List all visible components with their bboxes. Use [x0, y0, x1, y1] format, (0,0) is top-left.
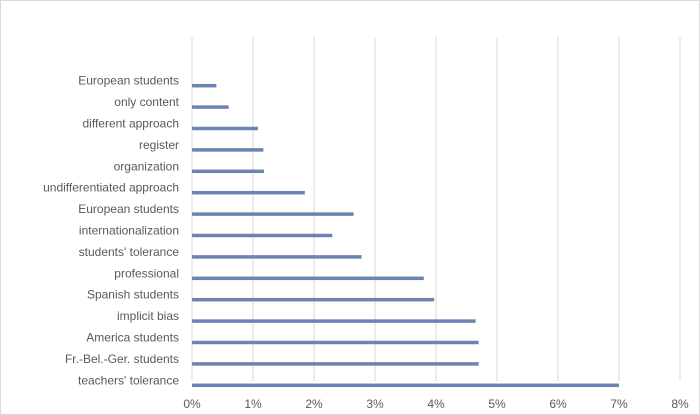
category-label-1: teachers' tolerance: [78, 373, 179, 387]
bar-12: [192, 148, 264, 152]
category-label-2: Fr.-Bel.-Ger. students: [65, 352, 179, 366]
category-label-12: register: [139, 138, 179, 152]
bar-6: [192, 276, 424, 281]
bar-9: [192, 212, 354, 216]
x-tick-label-3pct: 3%: [366, 397, 384, 411]
x-axis-tick-labels: 0% 1% 2% 3% 4% 5% 6% 7% 8%: [183, 397, 689, 411]
bar-14: [192, 105, 229, 109]
bar-2: [192, 362, 479, 366]
category-label-7: students' tolerance: [79, 245, 180, 259]
gridlines: [191, 37, 681, 381]
x-tick-label-7pct: 7%: [610, 397, 628, 411]
category-label-14: only content: [114, 95, 179, 109]
x-tick-label-6pct: 6%: [549, 397, 567, 411]
x-tick-label-8pct: 8%: [671, 397, 689, 411]
category-label-9: European students: [78, 202, 179, 216]
category-label-8: internationalization: [79, 224, 179, 238]
category-label-6: professional: [114, 266, 179, 280]
bar-15: [192, 83, 217, 88]
category-labels: teachers' tolerance Fr.-Bel.-Ger. student…: [43, 74, 180, 388]
category-label-15: European students: [78, 74, 179, 88]
category-label-4: implicit bias: [117, 309, 179, 323]
bar-5: [192, 297, 435, 302]
x-tick-label-4pct: 4%: [427, 397, 445, 411]
bar-8: [192, 233, 333, 238]
bar-11: [192, 169, 264, 174]
x-tick-label-0pct: 0%: [183, 397, 201, 411]
category-label-13: different approach: [82, 117, 179, 131]
x-tick-label-1pct: 1%: [244, 397, 262, 411]
category-label-11: organization: [114, 159, 179, 173]
bar-10: [192, 190, 305, 195]
category-label-5: Spanish students: [87, 288, 179, 302]
bar-13: [192, 126, 258, 131]
bar-1: [192, 383, 619, 388]
x-tick-label-2pct: 2%: [305, 397, 323, 411]
bar-4: [192, 319, 476, 323]
x-tick-label-5pct: 5%: [488, 397, 506, 411]
bar-3: [192, 340, 479, 345]
bars: [192, 83, 619, 388]
bar-7: [192, 255, 362, 259]
category-label-3: America students: [86, 331, 179, 345]
category-label-10: undifferentiated approach: [43, 181, 179, 195]
